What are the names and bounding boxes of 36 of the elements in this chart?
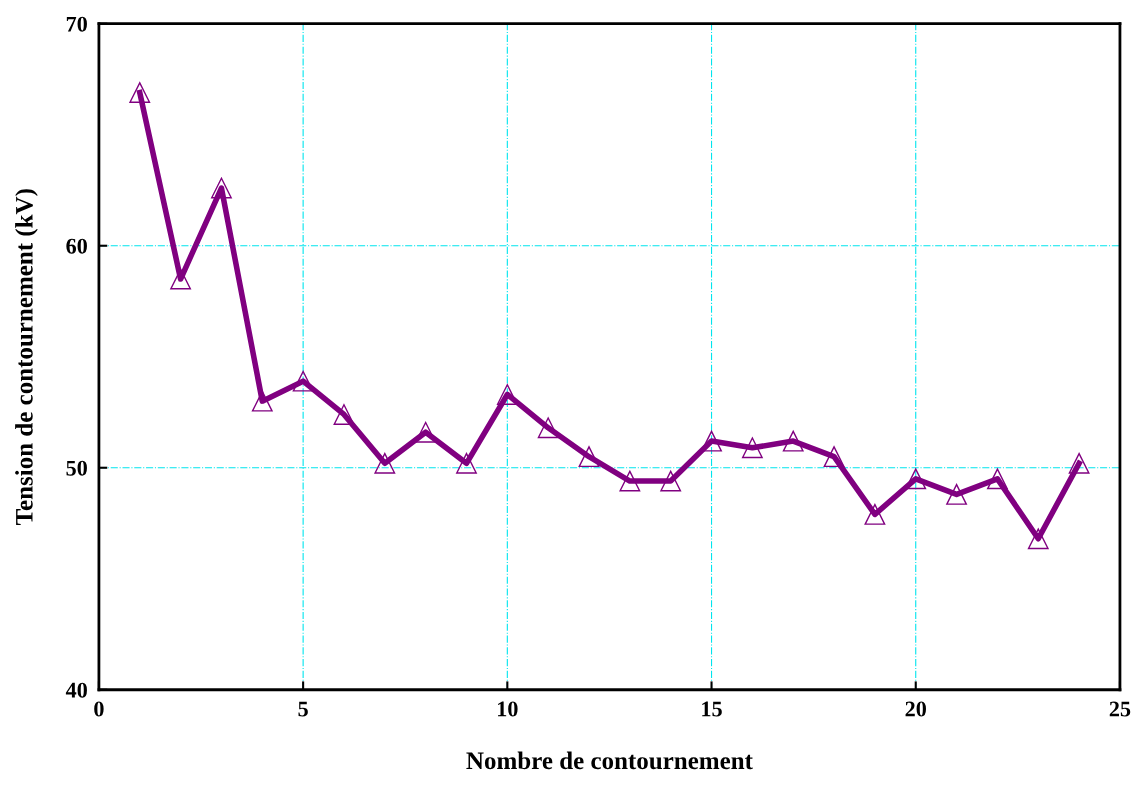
point bbox=[129, 82, 151, 103]
point bbox=[374, 452, 396, 474]
point bbox=[496, 384, 518, 405]
x-tick-label: 20 bbox=[905, 701, 926, 717]
point bbox=[701, 430, 722, 452]
point bbox=[864, 503, 886, 525]
point bbox=[211, 177, 232, 199]
x-tick-label: 15 bbox=[702, 701, 722, 717]
point bbox=[1027, 528, 1049, 550]
y-tick-label: 60 bbox=[66, 238, 87, 254]
point bbox=[537, 417, 559, 439]
point bbox=[251, 390, 273, 412]
point bbox=[1068, 452, 1090, 474]
point bbox=[660, 470, 682, 492]
point bbox=[619, 470, 641, 492]
point bbox=[905, 468, 927, 490]
point bbox=[415, 421, 437, 443]
point bbox=[456, 452, 477, 474]
point bbox=[823, 446, 845, 468]
x-tick-label: 25 bbox=[1109, 701, 1131, 717]
point bbox=[170, 268, 192, 290]
point bbox=[782, 430, 804, 452]
point bbox=[987, 468, 1008, 490]
x-axis-title: Nombre de contournement bbox=[466, 751, 753, 770]
point bbox=[946, 483, 967, 505]
point bbox=[578, 446, 600, 468]
point bbox=[741, 437, 763, 459]
x-tick-label: 10 bbox=[498, 701, 518, 717]
x-tick-label: 5 bbox=[298, 701, 308, 717]
point bbox=[333, 404, 355, 425]
x-tick-label: 0 bbox=[94, 701, 104, 717]
point bbox=[292, 370, 314, 392]
y-tick-label: 70 bbox=[66, 16, 87, 32]
y-tick-label: 50 bbox=[66, 460, 87, 476]
y-axis-title: Tension de contournement (kV) bbox=[15, 189, 38, 525]
y-tick-label: 40 bbox=[65, 682, 87, 698]
